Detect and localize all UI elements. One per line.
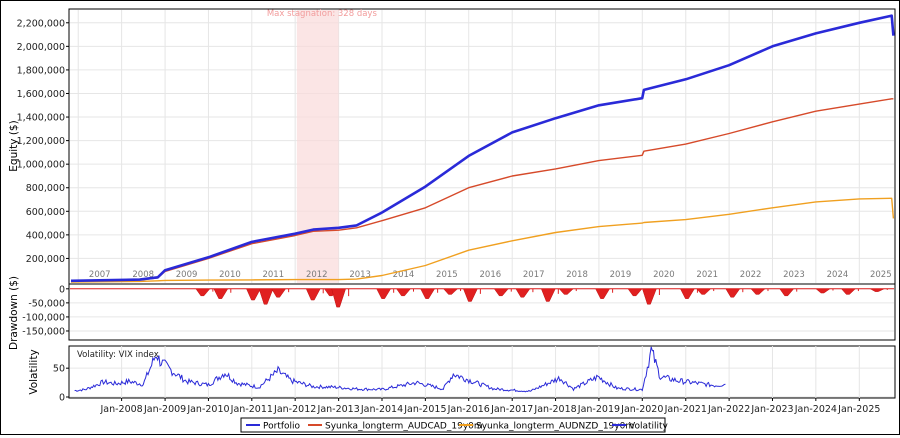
x-axis-tick-label: Jan-2015 — [403, 404, 446, 415]
equity-y-tick-label: 2,000,000 — [17, 42, 65, 53]
equity-year-label: 2017 — [523, 270, 545, 280]
equity-y-tick-label: 2,200,000 — [17, 18, 65, 29]
equity-year-label: 2012 — [306, 270, 328, 280]
x-axis-tick-label: Jan-2025 — [837, 404, 880, 415]
equity-year-label: 2016 — [480, 270, 502, 280]
volatility-plot-area — [68, 345, 896, 399]
x-axis-tick-label: Jan-2010 — [186, 404, 229, 415]
volatility-y-tick-label: 50 — [53, 364, 65, 375]
x-axis-labels: Jan-2008 Jan-2009 Jan-2010 Jan-2011 Jan-2012… — [99, 398, 880, 415]
equity-year-label: 2018 — [566, 270, 588, 280]
equity-y-tick-label: 400,000 — [26, 230, 65, 241]
volatility-inner-label: Volatility: VIX index — [77, 350, 159, 360]
drawdown-y-tick-label: 0 — [59, 284, 65, 295]
x-axis-tick-label: Jan-2024 — [794, 404, 837, 415]
stagnation-label: Max stagnation: 328 days — [267, 9, 378, 19]
series-line-syunka-longterm-audnzd-19y0m — [70, 197, 895, 283]
legend: Portfolio Syunka_longterm_AUDCAD_19y0mSyu… — [246, 422, 669, 432]
equity-y-tick-label: 600,000 — [26, 207, 65, 218]
equity-series-lines — [70, 14, 895, 283]
drawdown-y-tick-label: -50,000 — [28, 298, 65, 309]
equity-year-label: 2007 — [89, 270, 111, 280]
x-axis-tick-label: Jan-2022 — [707, 404, 750, 415]
drawdown-plot-area — [68, 283, 896, 341]
x-axis-tick-label: Jan-2019 — [577, 404, 620, 415]
drawdown-y-tick-label: -100,000 — [22, 312, 65, 323]
equity-year-label: 2015 — [436, 270, 458, 280]
legend-label: Portfolio — [263, 422, 301, 432]
volatility-series-line — [74, 346, 726, 393]
drawdown-y-ticks: 0 -50,000 -100,000 -150,000 — [22, 284, 69, 337]
x-axis-tick-label: Jan-2021 — [664, 404, 707, 415]
equity-y-axis-label: Equity ($) — [8, 120, 20, 171]
x-axis-tick-label: Jan-2020 — [620, 404, 663, 415]
series-line-portfolio — [70, 14, 895, 283]
volatility-y-ticks: 0 50 — [53, 364, 69, 404]
volatility-gridlines — [70, 346, 894, 398]
equity-plot-area — [68, 8, 896, 285]
equity-year-labels: 2007 2008 2009 2010 2011 2012 2013 2014 2015 2016… — [89, 270, 892, 280]
x-axis-tick-label: Jan-2013 — [317, 404, 360, 415]
equity-year-label: 2024 — [827, 270, 849, 280]
stagnation-region — [296, 10, 339, 283]
equity-y-tick-label: 1,800,000 — [17, 65, 65, 76]
equity-year-label: 2019 — [610, 270, 632, 280]
equity-year-label: 2023 — [783, 270, 805, 280]
x-axis-tick-label: Jan-2017 — [490, 404, 533, 415]
x-axis-tick-label: Jan-2008 — [99, 404, 142, 415]
legend-label: Syunka_longterm_AUDNZD_19y0m — [476, 422, 634, 432]
equity-year-label: 2009 — [176, 270, 198, 280]
x-axis-tick-label: Jan-2012 — [273, 404, 316, 415]
equity-year-label: 2025 — [870, 270, 892, 280]
equity-year-label: 2020 — [653, 270, 675, 280]
x-axis-tick-label: Jan-2014 — [360, 404, 403, 415]
equity-year-label: 2008 — [132, 270, 154, 280]
drawdown-y-axis-label: Drawdown ($) — [8, 276, 20, 350]
equity-year-label: 2014 — [393, 270, 415, 280]
x-axis-tick-label: Jan-2023 — [750, 404, 793, 415]
equity-y-tick-label: 1,600,000 — [17, 89, 65, 100]
equity-year-label: 2013 — [349, 270, 371, 280]
legend-label: Syunka_longterm_AUDCAD_19y0m — [325, 422, 483, 432]
equity-year-label: 2022 — [740, 270, 762, 280]
x-axis-tick-label: Jan-2018 — [533, 404, 576, 415]
legend-label: Volatility — [629, 422, 669, 432]
equity-year-label: 2010 — [219, 270, 241, 280]
equity-y-tick-label: 200,000 — [26, 254, 65, 265]
volatility-y-tick-label: 0 — [59, 393, 65, 404]
volatility-y-axis-label: Volatility — [28, 349, 40, 394]
equity-y-ticks: 200,000 400,000 600,000 800,000 1,000,000 1,2… — [17, 18, 69, 265]
equity-y-tick-label: 1,200,000 — [17, 136, 65, 147]
legend-box — [240, 417, 666, 433]
equity-y-tick-label: 1,000,000 — [17, 160, 65, 171]
drawdown-y-tick-label: -150,000 — [22, 326, 65, 337]
volatility-line — [74, 346, 726, 393]
drawdown-bars — [70, 288, 894, 308]
equity-year-label: 2021 — [696, 270, 718, 280]
equity-y-tick-label: 1,400,000 — [17, 113, 65, 124]
x-axis-tick-label: Jan-2016 — [447, 404, 490, 415]
equity-y-tick-label: 800,000 — [26, 183, 65, 194]
x-axis-tick-label: Jan-2011 — [230, 404, 273, 415]
x-axis-tick-label: Jan-2009 — [143, 404, 186, 415]
equity-year-label: 2011 — [262, 270, 284, 280]
equity-gridlines — [70, 10, 894, 283]
